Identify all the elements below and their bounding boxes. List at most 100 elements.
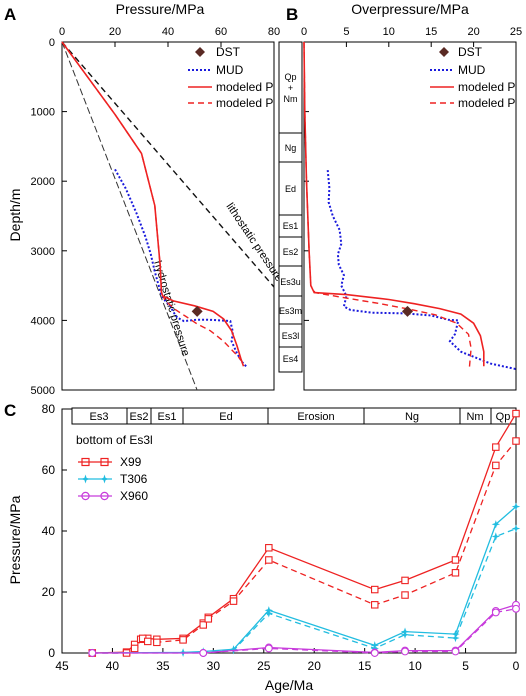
x960-point xyxy=(451,647,460,656)
panel-a-xlabel: Pressure/MPa xyxy=(116,1,205,17)
x960-point xyxy=(264,644,273,653)
x960-point xyxy=(370,649,379,657)
legend-x99-label: X99 xyxy=(120,455,142,469)
legend-x99-marker xyxy=(100,457,109,467)
x99-point xyxy=(265,544,273,552)
legend-dst-marker xyxy=(195,47,205,57)
timeline-label-qp: Qp xyxy=(496,411,511,423)
x99-point xyxy=(492,443,500,451)
timeline-label-ed: Ed xyxy=(219,411,232,423)
panel-c-ylabel: Pressure/MPa xyxy=(7,495,23,584)
x-tick-label: 0 xyxy=(513,659,520,673)
x99-point xyxy=(371,601,379,609)
x99-point xyxy=(401,576,409,585)
x960-point xyxy=(401,647,409,656)
panel-b: B Overpressure/MPa DST MUD modeled P mod… xyxy=(286,1,522,391)
strat-label-es3u: Es3u xyxy=(280,277,301,287)
strat-label-es3m: Es3m xyxy=(279,306,302,316)
t306-point xyxy=(491,520,501,529)
legend-dst-label: DST xyxy=(458,45,483,59)
panel-b-frame xyxy=(303,41,517,391)
legend-t306-label: T306 xyxy=(120,472,148,486)
strat-label-es2: Es2 xyxy=(283,247,299,257)
x-tick-label: 40 xyxy=(106,659,120,673)
modeled-p-line xyxy=(61,41,245,367)
dst-point xyxy=(401,305,413,317)
x-tick-label: 25 xyxy=(257,659,271,673)
x-tick-label: 25 xyxy=(510,26,522,38)
modeled-p-line xyxy=(303,41,485,367)
x-tick-label: 20 xyxy=(467,26,479,38)
timeline-label-erosion: Erosion xyxy=(297,411,334,423)
x99-point xyxy=(229,597,238,605)
y-tick-label: 5000 xyxy=(31,385,55,397)
x-tick-label: 5 xyxy=(343,26,349,38)
mud-line xyxy=(326,170,517,371)
x99-point xyxy=(512,409,520,418)
panel-b-legend: DST MUD modeled P modeled P xyxy=(430,45,515,110)
t306-solid-line xyxy=(92,506,517,654)
panel-c-xlabel: Age/Ma xyxy=(265,677,313,693)
x99-point xyxy=(153,638,161,647)
x-tick-label: 5 xyxy=(462,659,469,673)
strat-label-nm: Nm xyxy=(284,94,298,104)
stratigraphic-column: Qp + Nm Ng Ed Es1 Es2 Es3u Es3m Es3l Es4 xyxy=(278,41,303,373)
panel-c-letter: C xyxy=(4,401,16,420)
x960-point xyxy=(199,649,208,657)
lithostatic-line xyxy=(61,41,275,288)
strat-column-frame xyxy=(278,41,303,373)
y-tick-label: 1000 xyxy=(31,107,55,119)
x99-point xyxy=(130,644,139,653)
x960-dashed-line xyxy=(92,608,517,654)
legend-modeled-solid-label: modeled P xyxy=(216,80,273,94)
x99-point xyxy=(144,637,152,646)
x-tick-label: 15 xyxy=(425,26,437,38)
y-tick-label: 20 xyxy=(42,585,56,599)
strat-label-qp: Qp xyxy=(284,72,296,82)
strat-label-es3l: Es3l xyxy=(282,331,300,341)
y-tick-label: 0 xyxy=(48,646,55,660)
legend-modeled-dashed-label: modeled P xyxy=(216,96,273,110)
t306-point xyxy=(491,532,501,541)
x99-point xyxy=(204,615,213,623)
x99-point xyxy=(401,591,409,599)
panel-b-letter: B xyxy=(286,5,298,24)
panel-a: A Pressure/MPa Depth/m lithostatic press… xyxy=(4,1,285,397)
legend-x99-marker xyxy=(81,457,90,467)
panel-b-xlabel: Overpressure/MPa xyxy=(351,1,469,17)
x99-point xyxy=(371,585,379,594)
t306-point xyxy=(400,630,410,639)
x99-point xyxy=(265,556,273,564)
legend-dst-marker xyxy=(439,47,449,57)
x-tick-label: 0 xyxy=(59,26,65,38)
timeline-label-nm: Nm xyxy=(466,411,483,423)
x-tick-label: 60 xyxy=(215,26,227,38)
timeline-label-es2: Es2 xyxy=(130,411,149,423)
legend-modeled-solid-label: modeled P xyxy=(458,80,515,94)
y-tick-label: 2000 xyxy=(31,176,55,188)
strat-label-plus: + xyxy=(288,83,293,93)
x-tick-label: 20 xyxy=(308,659,322,673)
x-tick-label: 20 xyxy=(109,26,121,38)
x960-point xyxy=(88,649,97,657)
x-tick-label: 30 xyxy=(207,659,221,673)
dst-point xyxy=(191,305,203,317)
x-tick-label: 0 xyxy=(301,26,307,38)
x99-dashed-line xyxy=(92,440,517,654)
x99-point xyxy=(492,461,500,470)
legend-t306-marker xyxy=(81,474,90,484)
legend-mud-label: MUD xyxy=(216,63,244,77)
x99-point xyxy=(512,437,520,445)
t306-point xyxy=(511,502,521,511)
y-tick-label: 0 xyxy=(49,37,55,49)
strat-label-ng: Ng xyxy=(285,143,297,153)
x-tick-label: 10 xyxy=(408,659,422,673)
x99-point xyxy=(199,621,207,629)
timeline-bar: Es3 Es2 Es1 Ed Erosion Ng Nm Qp xyxy=(71,407,517,425)
strat-label-ed: Ed xyxy=(285,184,296,194)
timeline-label-es1: Es1 xyxy=(158,411,177,423)
t306-point xyxy=(451,633,460,643)
strat-label-es1: Es1 xyxy=(283,221,299,231)
t306-point xyxy=(511,524,521,533)
